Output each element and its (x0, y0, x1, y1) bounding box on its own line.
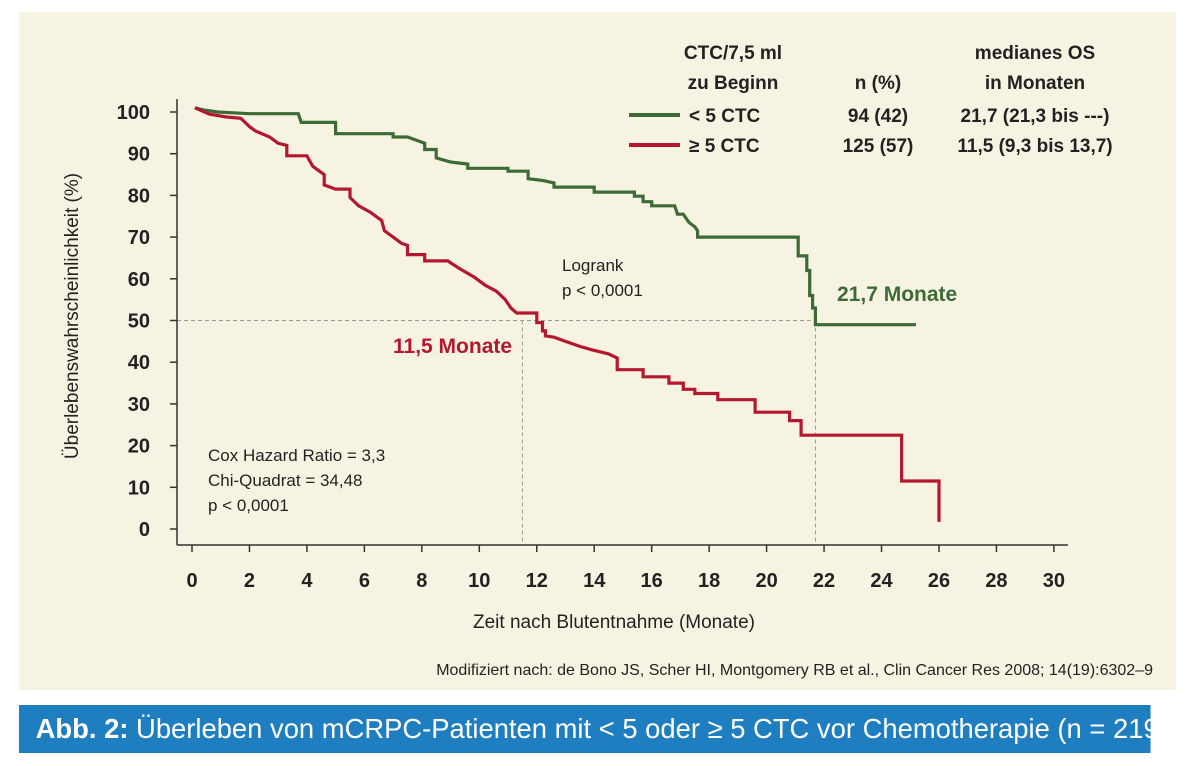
legend-n-green: 94 (42) (848, 106, 908, 127)
series (194, 106, 941, 522)
legend-label-green: < 5 CTC (689, 106, 761, 127)
median-label-red: 11,5 Monate (393, 335, 512, 358)
x-axis-title: Zeit nach Blutentnahme (Monate) (473, 612, 755, 633)
legend-header-os-line2: in Monaten (985, 73, 1085, 94)
y-tick-label: 100 (117, 102, 150, 124)
x-tick-label: 26 (928, 570, 950, 592)
hazard-ratio: Cox Hazard Ratio = 3,3 (208, 446, 385, 465)
x-tick-label: 28 (985, 570, 1007, 592)
legend-header-group-line2: zu Beginn (688, 73, 779, 94)
y-tick-label: 80 (128, 185, 150, 207)
figure-caption: Abb. 2: Überleben von mCRPC-Patienten mi… (19, 705, 1151, 753)
x-tick-label: 6 (359, 570, 370, 592)
y-tick-label: 0 (139, 519, 150, 541)
y-axis-title: Überlebenswahrscheinlichkeit (%) (62, 173, 83, 459)
ticks: 0 2 4 6 8 10 12 14 16 18 20 22 24 26 28 300102030405060… (117, 102, 1065, 592)
x-tick-label: 20 (755, 570, 777, 592)
survival-curve-green (194, 106, 916, 327)
legend-header-group-line1: CTC/7,5 ml (684, 43, 782, 64)
legend-n-red: 125 (57) (843, 136, 914, 157)
x-tick-label: 24 (870, 570, 893, 592)
y-tick-label: 10 (128, 477, 150, 499)
y-tick-label: 40 (128, 352, 150, 374)
legend-label-red: ≥ 5 CTC (689, 136, 760, 157)
y-tick-label: 20 (128, 436, 150, 458)
x-tick-label: 14 (583, 570, 606, 592)
x-tick-label: 16 (641, 570, 663, 592)
y-tick-label: 70 (128, 227, 150, 249)
survival-curve-red (194, 106, 941, 522)
stats-p-value: p < 0,0001 (208, 496, 289, 515)
y-tick-label: 90 (128, 144, 150, 166)
logrank-p-value: p < 0,0001 (562, 281, 643, 300)
legend-os-green: 21,7 (21,3 bis ---) (961, 106, 1110, 127)
source-note: Modifiziert nach: de Bono JS, Scher HI, … (436, 662, 1153, 679)
x-tick-label: 22 (813, 570, 835, 592)
median-label-green: 21,7 Monate (837, 283, 957, 306)
logrank-label: Logrank (562, 256, 624, 275)
guide-lines (177, 320, 816, 545)
x-tick-label: 2 (244, 570, 255, 592)
x-tick-label: 30 (1043, 570, 1065, 592)
x-tick-label: 0 (186, 570, 197, 592)
y-tick-label: 30 (128, 394, 150, 416)
x-tick-label: 10 (468, 570, 490, 592)
x-tick-label: 18 (698, 570, 720, 592)
legend: CTC/7,5 ml zu Beginn n (%) medianes OS i… (629, 43, 1113, 157)
y-tick-label: 50 (128, 311, 150, 333)
x-tick-label: 12 (526, 570, 548, 592)
legend-header-n: n (%) (855, 73, 901, 94)
axes (176, 99, 1068, 546)
legend-os-red: 11,5 (9,3 bis 13,7) (957, 136, 1112, 157)
caption-label: Abb. 2: (35, 713, 129, 744)
x-tick-label: 4 (301, 570, 313, 592)
caption-text: Überleben von mCRPC-Patienten mit < 5 od… (128, 713, 1151, 744)
legend-header-os-line1: medianes OS (975, 43, 1095, 64)
x-tick-label: 8 (416, 570, 427, 592)
y-tick-label: 60 (128, 269, 150, 291)
chi-square: Chi-Quadrat = 34,48 (208, 471, 363, 490)
